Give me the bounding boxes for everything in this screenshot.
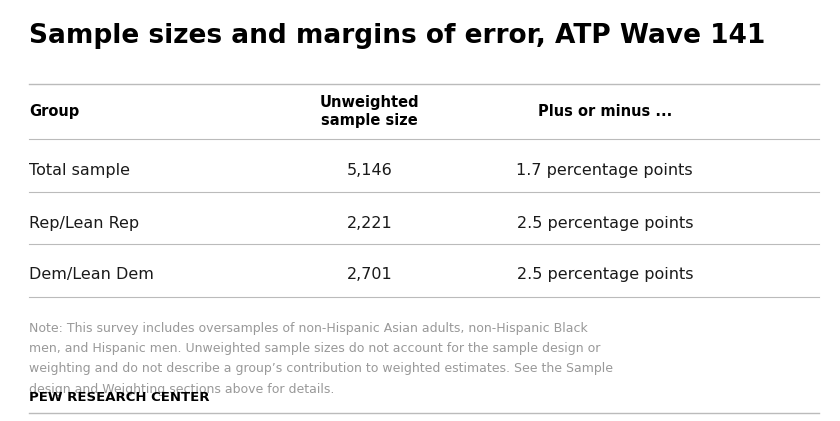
Text: men, and Hispanic men. Unweighted sample sizes do not account for the sample des: men, and Hispanic men. Unweighted sample… [29, 342, 601, 355]
Text: Group: Group [29, 104, 80, 119]
Text: Sample sizes and margins of error, ATP Wave 141: Sample sizes and margins of error, ATP W… [29, 23, 766, 49]
Text: 2,221: 2,221 [347, 216, 392, 231]
Text: design and Weighting sections above for details.: design and Weighting sections above for … [29, 383, 335, 396]
Text: 2.5 percentage points: 2.5 percentage points [517, 267, 693, 282]
Text: 5,146: 5,146 [347, 163, 392, 178]
Text: Dem/Lean Dem: Dem/Lean Dem [29, 267, 155, 282]
Text: weighting and do not describe a group’s contribution to weighted estimates. See : weighting and do not describe a group’s … [29, 362, 613, 376]
Text: 1.7 percentage points: 1.7 percentage points [517, 163, 693, 178]
Text: 2.5 percentage points: 2.5 percentage points [517, 216, 693, 231]
Text: PEW RESEARCH CENTER: PEW RESEARCH CENTER [29, 392, 210, 404]
Text: Unweighted
sample size: Unweighted sample size [320, 95, 419, 128]
Text: Total sample: Total sample [29, 163, 130, 178]
Text: Plus or minus ...: Plus or minus ... [538, 104, 672, 119]
Text: 2,701: 2,701 [347, 267, 392, 282]
Text: Note: This survey includes oversamples of non-Hispanic Asian adults, non-Hispani: Note: This survey includes oversamples o… [29, 322, 588, 335]
Text: Rep/Lean Rep: Rep/Lean Rep [29, 216, 139, 231]
